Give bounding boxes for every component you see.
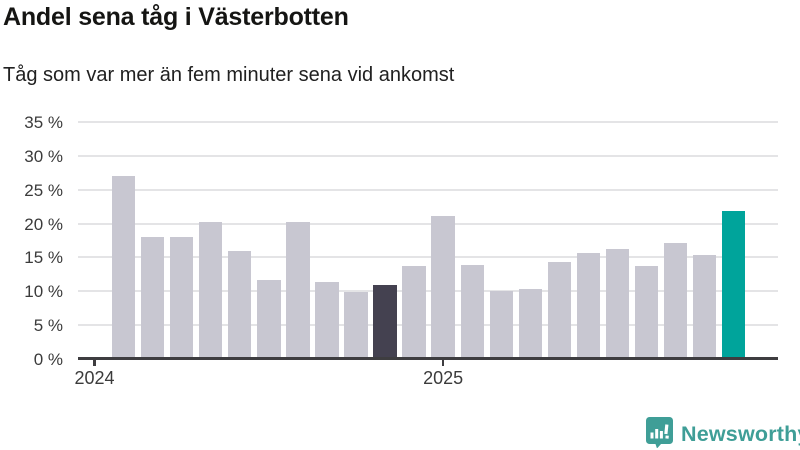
bar [518,289,542,359]
y-tick-label: 0 % [33,350,63,369]
gridline-25 [78,188,778,191]
newsworthy-logo-text: Newsworthy [681,422,800,446]
bar-highlight-year-ago [373,284,397,359]
bar [286,222,310,359]
bar [692,254,717,359]
gridline-10 [78,290,778,293]
gridline-35 [78,121,778,123]
bar [344,291,368,359]
y-tick-label: 25 % [24,180,63,200]
bar [460,264,484,359]
x-axis-line [78,357,778,360]
bar [663,242,688,359]
gridline-20 [78,222,778,225]
bar [576,252,601,359]
bar [489,291,513,359]
x-tick-2025 [441,359,445,366]
bar [431,216,455,359]
y-tick-label: 15 % [24,248,63,268]
bar [605,249,630,359]
x-tick-label-2025: 2025 [423,368,464,388]
bar [170,237,194,359]
y-tick-label: 35 % [24,113,63,132]
y-tick-label: 10 % [24,282,63,302]
gridline-30 [78,154,778,157]
bar [228,250,252,359]
y-tick-label: 30 % [24,146,63,166]
x-tick-2024 [93,359,96,366]
bar [199,222,223,359]
gridline-5 [78,324,778,327]
bar [402,265,426,359]
chart-title: Andel sena tåg i Västerbotten [3,3,349,31]
bar-highlight-current [721,211,746,359]
newsworthy-logo-icon [645,416,674,450]
bar [547,261,572,359]
bar [111,176,136,359]
bar [257,280,281,359]
bar [634,266,659,359]
plot-area: 2024 2025 [75,121,778,388]
newsworthy-logo: Newsworthy [645,416,800,450]
y-tick-label: 20 % [24,214,63,234]
y-tick-label: 5 % [33,316,63,336]
bar [140,237,165,359]
gridline-15 [78,256,778,259]
chart-subtitle: Tåg som var mer än fem minuter sena vid … [3,64,455,86]
bar [315,282,339,359]
x-tick-label-2024: 2024 [74,368,115,388]
